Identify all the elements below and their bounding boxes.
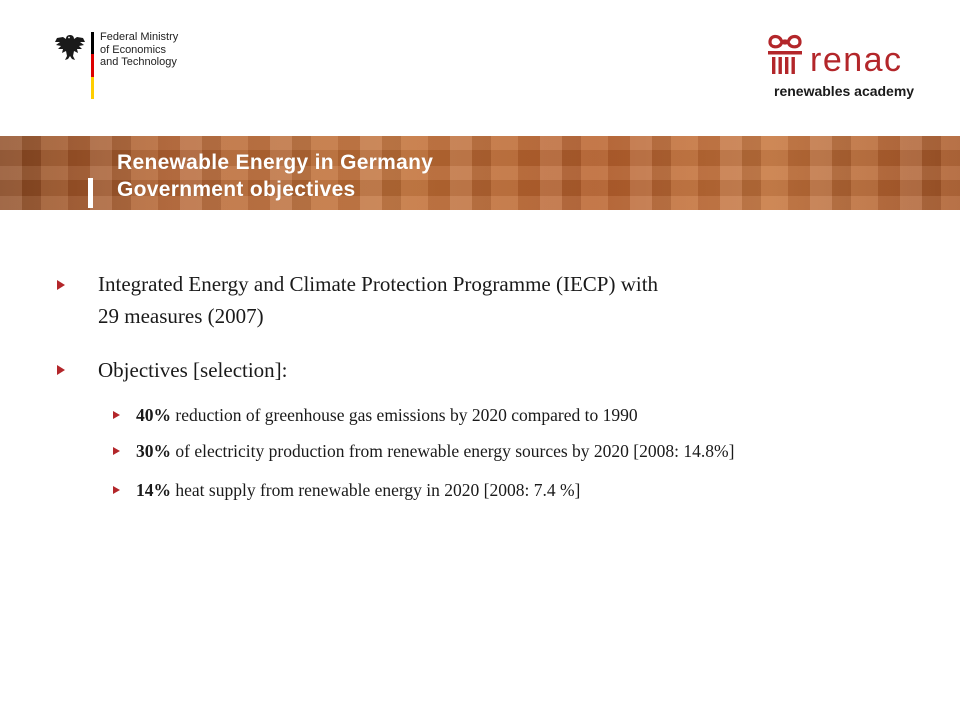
- triangle-right-icon: [57, 365, 65, 375]
- triangle-right-icon: [113, 447, 120, 455]
- renac-wordmark: renac: [810, 41, 903, 79]
- sub-bullet-ghg-text: reduction of greenhouse gas emissions by…: [171, 405, 638, 425]
- slide-title: Renewable Energy in Germany: [117, 151, 434, 174]
- triangle-right-icon: [113, 486, 120, 494]
- flag-gold: [91, 76, 94, 99]
- sub-bullet-heat: 14% heat supply from renewable energy in…: [136, 479, 580, 501]
- bullet-iecp-line1: Integrated Energy and Climate Protection…: [98, 272, 659, 296]
- renac-tagline: renewables academy: [774, 83, 915, 99]
- bullet-iecp-line2: 29 measures (2007): [98, 304, 264, 328]
- title-accent-bar: [88, 178, 93, 208]
- federal-eagle-icon: [55, 35, 85, 60]
- triangle-right-icon: [57, 280, 65, 290]
- renac-logo: renac renewables academy: [766, 32, 916, 102]
- ministry-name: Federal Ministry of Economics and Techno…: [100, 31, 179, 68]
- title-band: Renewable Energy in Germany Government o…: [0, 136, 960, 210]
- sub-bullet-ghg: 40% reduction of greenhouse gas emission…: [136, 404, 638, 426]
- sub-bullet-heat-text: heat supply from renewable energy in 202…: [171, 480, 581, 500]
- triangle-right-icon: [113, 411, 120, 419]
- flag-black: [91, 32, 94, 55]
- sub-bullet-electricity-text: of electricity production from renewable…: [171, 441, 735, 461]
- column-pillar-icon: [768, 34, 802, 74]
- sub-bullet-electricity: 30% of electricity production from renew…: [136, 440, 734, 462]
- flag-red: [91, 54, 94, 77]
- sub-bullet-electricity-value: 30%: [136, 441, 171, 461]
- bmwi-logo: Federal Ministry of Economics and Techno…: [54, 30, 194, 100]
- sub-bullet-ghg-value: 40%: [136, 405, 171, 425]
- bullet-objectives: Objectives [selection]:: [98, 358, 288, 382]
- slide-subtitle: Government objectives: [117, 178, 356, 201]
- german-flag-stripe: [91, 32, 94, 99]
- sub-bullet-heat-value: 14%: [136, 480, 171, 500]
